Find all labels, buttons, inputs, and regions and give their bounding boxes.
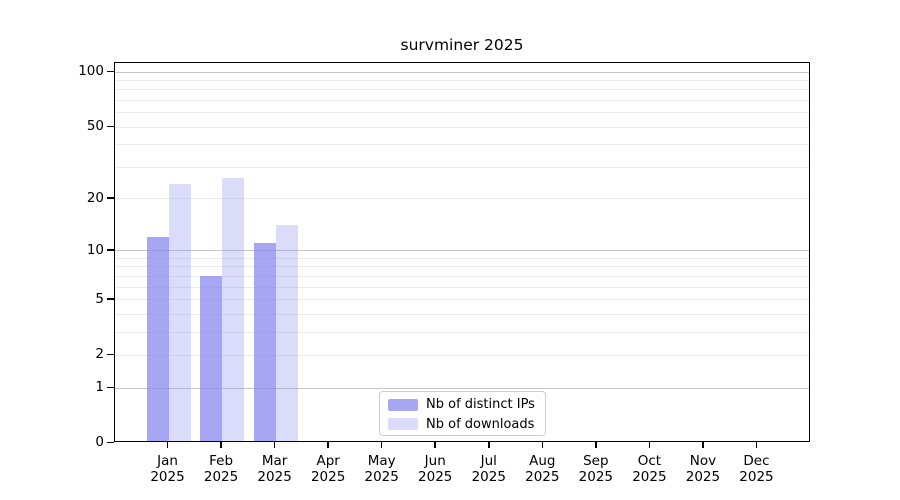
y-tick-label: 50: [86, 118, 104, 135]
x-tick-label-line: 2025: [739, 469, 774, 485]
x-tick-label-line: Jan: [157, 453, 178, 469]
x-tick-mark: [541, 442, 544, 448]
x-tick-label-line: Apr: [316, 453, 340, 469]
gridline-minor: [115, 258, 809, 259]
x-tick-mark: [755, 442, 758, 448]
y-tick-mark: [107, 386, 114, 389]
bar-distinct-ips: [146, 236, 169, 441]
x-tick-label-line: 2025: [418, 469, 453, 485]
x-tick-label-line: Sep: [583, 453, 609, 469]
gridline-minor: [115, 299, 809, 301]
gridline-minor: [115, 144, 809, 146]
x-tick-label: Feb 2025: [191, 453, 251, 485]
x-tick-label: Dec 2025: [726, 453, 786, 485]
y-tick-mark: [107, 441, 114, 443]
gridline-minor: [115, 89, 809, 91]
bar-downloads: [275, 225, 298, 441]
x-tick-mark: [380, 442, 383, 448]
x-tick-label-line: Jun: [424, 453, 446, 469]
x-tick-label: Mar 2025: [245, 453, 305, 485]
bar-distinct-ips: [253, 243, 276, 441]
y-tick-label: 0: [95, 434, 104, 450]
x-tick-label-line: 2025: [203, 469, 239, 485]
x-tick-mark: [488, 442, 490, 448]
x-tick-mark: [220, 442, 222, 448]
x-tick-label-line: 2025: [525, 469, 560, 485]
x-tick-label: Oct 2025: [619, 453, 679, 485]
gridline-minor: [115, 266, 809, 268]
x-tick-mark: [702, 442, 704, 448]
x-tick-label-line: 2025: [257, 469, 292, 485]
x-tick-label-line: 2025: [310, 469, 346, 485]
x-tick-mark: [166, 442, 169, 448]
x-tick-label-line: 2025: [364, 469, 399, 485]
x-tick-label: Sep 2025: [566, 453, 626, 485]
gridline-major: [115, 387, 809, 389]
x-tick-mark: [273, 442, 276, 448]
x-tick-label: Aug 2025: [512, 453, 572, 485]
bar-downloads: [168, 184, 191, 441]
x-tick-label-line: 2025: [632, 469, 667, 485]
x-tick-label: May 2025: [352, 453, 412, 485]
legend-label-distinct-ips: Nb of distinct IPs: [426, 397, 535, 413]
gridline-major: [115, 71, 809, 73]
y-tick-mark: [107, 249, 114, 251]
y-tick-mark: [107, 197, 114, 199]
x-tick-label-line: Dec: [743, 453, 770, 469]
legend-swatch-distinct-ips: [388, 398, 418, 411]
x-tick-label-line: Aug: [529, 453, 556, 469]
y-tick-label: 1: [95, 379, 104, 396]
gridline-minor: [115, 313, 809, 315]
y-tick-label: 10: [86, 241, 104, 258]
legend-swatch-downloads: [388, 418, 418, 431]
y-tick-mark: [107, 70, 114, 73]
x-tick-label-line: 2025: [150, 469, 185, 485]
x-tick-mark: [434, 442, 436, 448]
y-tick-mark: [107, 353, 114, 356]
x-tick-label-line: Feb: [209, 453, 234, 469]
gridline-minor: [115, 275, 809, 277]
gridline-minor: [115, 286, 809, 288]
y-tick-mark: [107, 125, 114, 128]
bar-downloads: [222, 177, 245, 441]
y-tick-label: 5: [95, 290, 104, 307]
gridline-minor: [115, 80, 809, 82]
gridline-minor: [115, 331, 809, 333]
gridline-minor: [115, 100, 809, 102]
gridline-minor: [115, 198, 809, 200]
plot-area: Nb of distinct IPs Nb of downloads: [114, 62, 810, 442]
legend-label-downloads: Nb of downloads: [426, 416, 535, 432]
gridline-minor: [115, 166, 809, 168]
bar-distinct-ips: [200, 275, 223, 441]
y-tick-mark: [107, 298, 114, 300]
x-tick-label-line: Jul: [480, 453, 497, 469]
gridline-major: [115, 250, 809, 252]
gridline-minor: [115, 112, 809, 114]
chart-title: survminer 2025: [400, 36, 524, 54]
gridline-minor: [115, 126, 809, 128]
x-tick-label: Jul 2025: [459, 453, 519, 485]
x-tick-label-line: Mar: [261, 453, 288, 469]
y-tick-label: 2: [95, 346, 104, 363]
x-tick-label: Apr 2025: [298, 453, 358, 485]
x-tick-label-line: 2025: [685, 469, 721, 485]
x-tick-mark: [648, 442, 651, 448]
x-tick-label: Jan 2025: [138, 453, 198, 485]
x-tick-label: Jun 2025: [405, 453, 465, 485]
x-tick-label-line: 2025: [578, 469, 614, 485]
x-tick-label-line: Oct: [637, 453, 662, 469]
x-tick-label-line: May: [367, 453, 396, 469]
y-tick-label: 20: [86, 189, 104, 206]
x-tick-mark: [327, 442, 329, 448]
x-tick-mark: [595, 442, 597, 448]
legend-item-downloads: Nb of downloads: [388, 415, 545, 435]
x-tick-label-line: 2025: [471, 469, 506, 485]
legend: Nb of distinct IPs Nb of downloads: [379, 391, 546, 436]
gridline-minor: [115, 354, 809, 356]
x-tick-label: Nov 2025: [673, 453, 733, 485]
x-tick-label-line: Nov: [689, 453, 717, 469]
y-tick-label: 100: [78, 63, 104, 80]
legend-item-distinct-ips: Nb of distinct IPs: [388, 395, 545, 415]
